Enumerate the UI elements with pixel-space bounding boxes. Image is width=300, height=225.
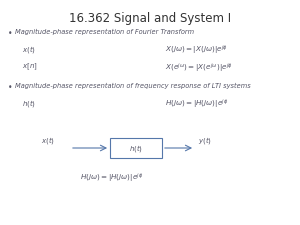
Bar — [110, 138, 162, 158]
Text: 16.362 Signal and System I: 16.362 Signal and System I — [69, 12, 231, 25]
Text: $h(t)$: $h(t)$ — [129, 142, 143, 153]
Text: $x(t)$: $x(t)$ — [41, 135, 55, 146]
Text: Magnitude-phase representation of frequency response of LTI systems: Magnitude-phase representation of freque… — [15, 83, 251, 89]
Text: $H(j\omega)=|H(j\omega)|e^{j\phi}$: $H(j\omega)=|H(j\omega)|e^{j\phi}$ — [165, 98, 229, 111]
Text: $y(t)$: $y(t)$ — [198, 135, 212, 146]
Text: •: • — [8, 83, 13, 92]
Text: $X(e^{j\omega})=|X(e^{j\omega})|e^{j\phi}$: $X(e^{j\omega})=|X(e^{j\omega})|e^{j\phi… — [165, 62, 233, 75]
Text: Magnitude-phase representation of Fourier Transform: Magnitude-phase representation of Fourie… — [15, 29, 194, 35]
Text: $x(t)$: $x(t)$ — [22, 44, 36, 55]
Text: •: • — [8, 29, 13, 38]
Text: $x[n]$: $x[n]$ — [22, 62, 38, 72]
Text: $H(j\omega)=|H(j\omega)|e^{j\phi}$: $H(j\omega)=|H(j\omega)|e^{j\phi}$ — [80, 172, 143, 185]
Text: $X(j\omega)=|X(j\omega)|e^{j\phi}$: $X(j\omega)=|X(j\omega)|e^{j\phi}$ — [165, 44, 228, 57]
Text: $h(t)$: $h(t)$ — [22, 98, 36, 109]
